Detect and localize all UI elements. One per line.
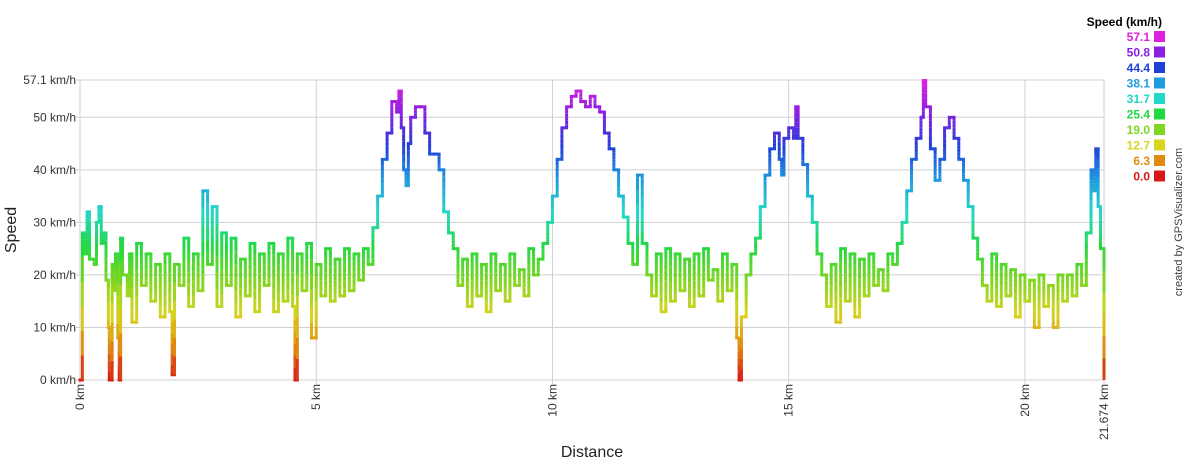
legend-swatch (1154, 139, 1165, 151)
legend-label: 38.1 (1127, 77, 1151, 91)
x-tick-label: 10 km (545, 384, 559, 417)
x-axis-ticks: 0 km 5 km 10 km 15 km 20 km 21.674 km (73, 384, 1111, 440)
y-tick-label: 0 km/h (40, 373, 76, 387)
plot-area (80, 80, 1104, 380)
y-axis-ticks: 0 km/h 10 km/h 20 km/h 30 km/h 40 km/h 50 km/… (23, 73, 76, 387)
y-tick-label: 50 km/h (33, 110, 76, 124)
speed-series (78, 79, 1106, 382)
legend-label: 57.1 (1127, 30, 1151, 44)
legend-swatch (1154, 31, 1165, 42)
credit-text: created by GPSVisualizer.com (1173, 148, 1184, 296)
x-tick-label: 21.674 km (1097, 384, 1111, 440)
x-tick-label: 0 km (73, 384, 87, 410)
y-tick-label: 10 km/h (33, 320, 76, 334)
legend-swatch (1154, 62, 1165, 73)
y-tick-label: 20 km/h (33, 268, 76, 282)
legend-swatch (1154, 155, 1165, 166)
legend-swatch (1154, 93, 1165, 104)
legend-swatch (1154, 46, 1165, 58)
x-axis-title: Distance (561, 444, 623, 460)
legend-label: 31.7 (1127, 92, 1151, 106)
legend-swatch (1154, 170, 1165, 182)
legend-label: 6.3 (1133, 154, 1150, 168)
legend-title: Speed (km/h) (1087, 15, 1162, 29)
legend-label: 0.0 (1133, 170, 1150, 184)
y-axis-title: Speed (3, 207, 20, 253)
legend-swatch (1154, 77, 1165, 89)
legend-label: 25.4 (1127, 108, 1151, 122)
legend-swatch (1154, 124, 1165, 135)
y-tick-label: 40 km/h (33, 163, 76, 177)
x-tick-label: 15 km (782, 384, 796, 417)
legend: 57.1 50.844.4 38.131.7 25.419.0 12.76.3 0.0 (1127, 30, 1165, 184)
grid-lines (76, 79, 1105, 384)
legend-swatch (1154, 108, 1165, 120)
x-tick-label: 20 km (1018, 384, 1032, 417)
y-tick-label: 30 km/h (33, 215, 76, 229)
legend-label: 12.7 (1127, 139, 1151, 153)
legend-label: 19.0 (1127, 123, 1151, 137)
legend-label: 50.8 (1127, 46, 1151, 60)
x-tick-label: 5 km (309, 384, 323, 410)
legend-label: 44.4 (1127, 61, 1151, 75)
y-tick-label: 57.1 km/h (23, 73, 76, 87)
